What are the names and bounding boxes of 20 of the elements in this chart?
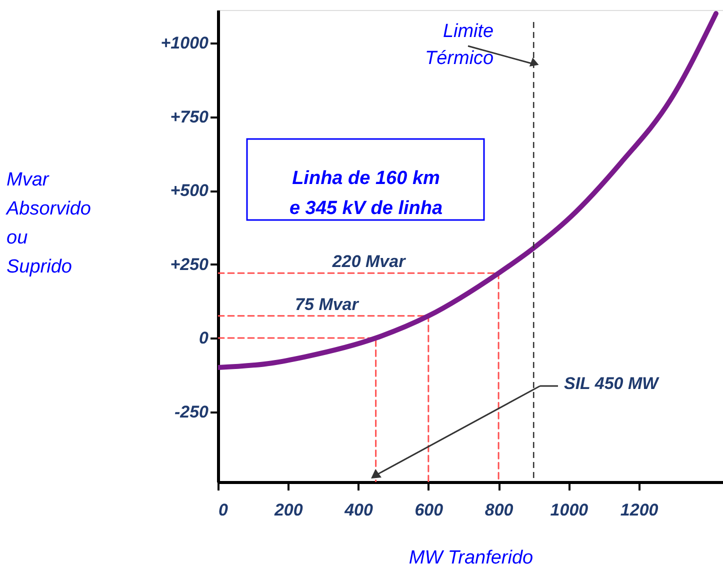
ref-line-label: Limite Térmico bbox=[425, 21, 494, 69]
y-tick-label: -250 bbox=[174, 402, 210, 422]
x-tick-label: 600 bbox=[414, 500, 444, 520]
x-tick-label: 1200 bbox=[620, 500, 659, 520]
annotation: 75 Mvar bbox=[295, 294, 360, 314]
annotation: SIL 450 MW bbox=[564, 374, 660, 393]
annotation: Linha de 160 km e 345 kV de linha bbox=[289, 168, 443, 219]
x-tick-label: 200 bbox=[273, 500, 304, 520]
y-tick-label: +750 bbox=[170, 107, 210, 126]
x-tick-label: 0 bbox=[218, 500, 228, 520]
y-tick-label: +250 bbox=[170, 254, 210, 274]
annotation: 220 Mvar bbox=[331, 252, 407, 272]
x-tick-label: 400 bbox=[344, 500, 374, 520]
y-axis-title: Mvar Absorvido ou Suprido bbox=[6, 170, 91, 278]
x-tick-label: 800 bbox=[484, 500, 514, 520]
x-axis-title: MW Tranferido bbox=[408, 548, 534, 568]
y-tick-label: +1000 bbox=[160, 34, 210, 53]
x-tick-label: 1000 bbox=[550, 500, 589, 520]
y-tick-label: +500 bbox=[170, 181, 210, 200]
y-tick-label: 0 bbox=[199, 328, 210, 348]
